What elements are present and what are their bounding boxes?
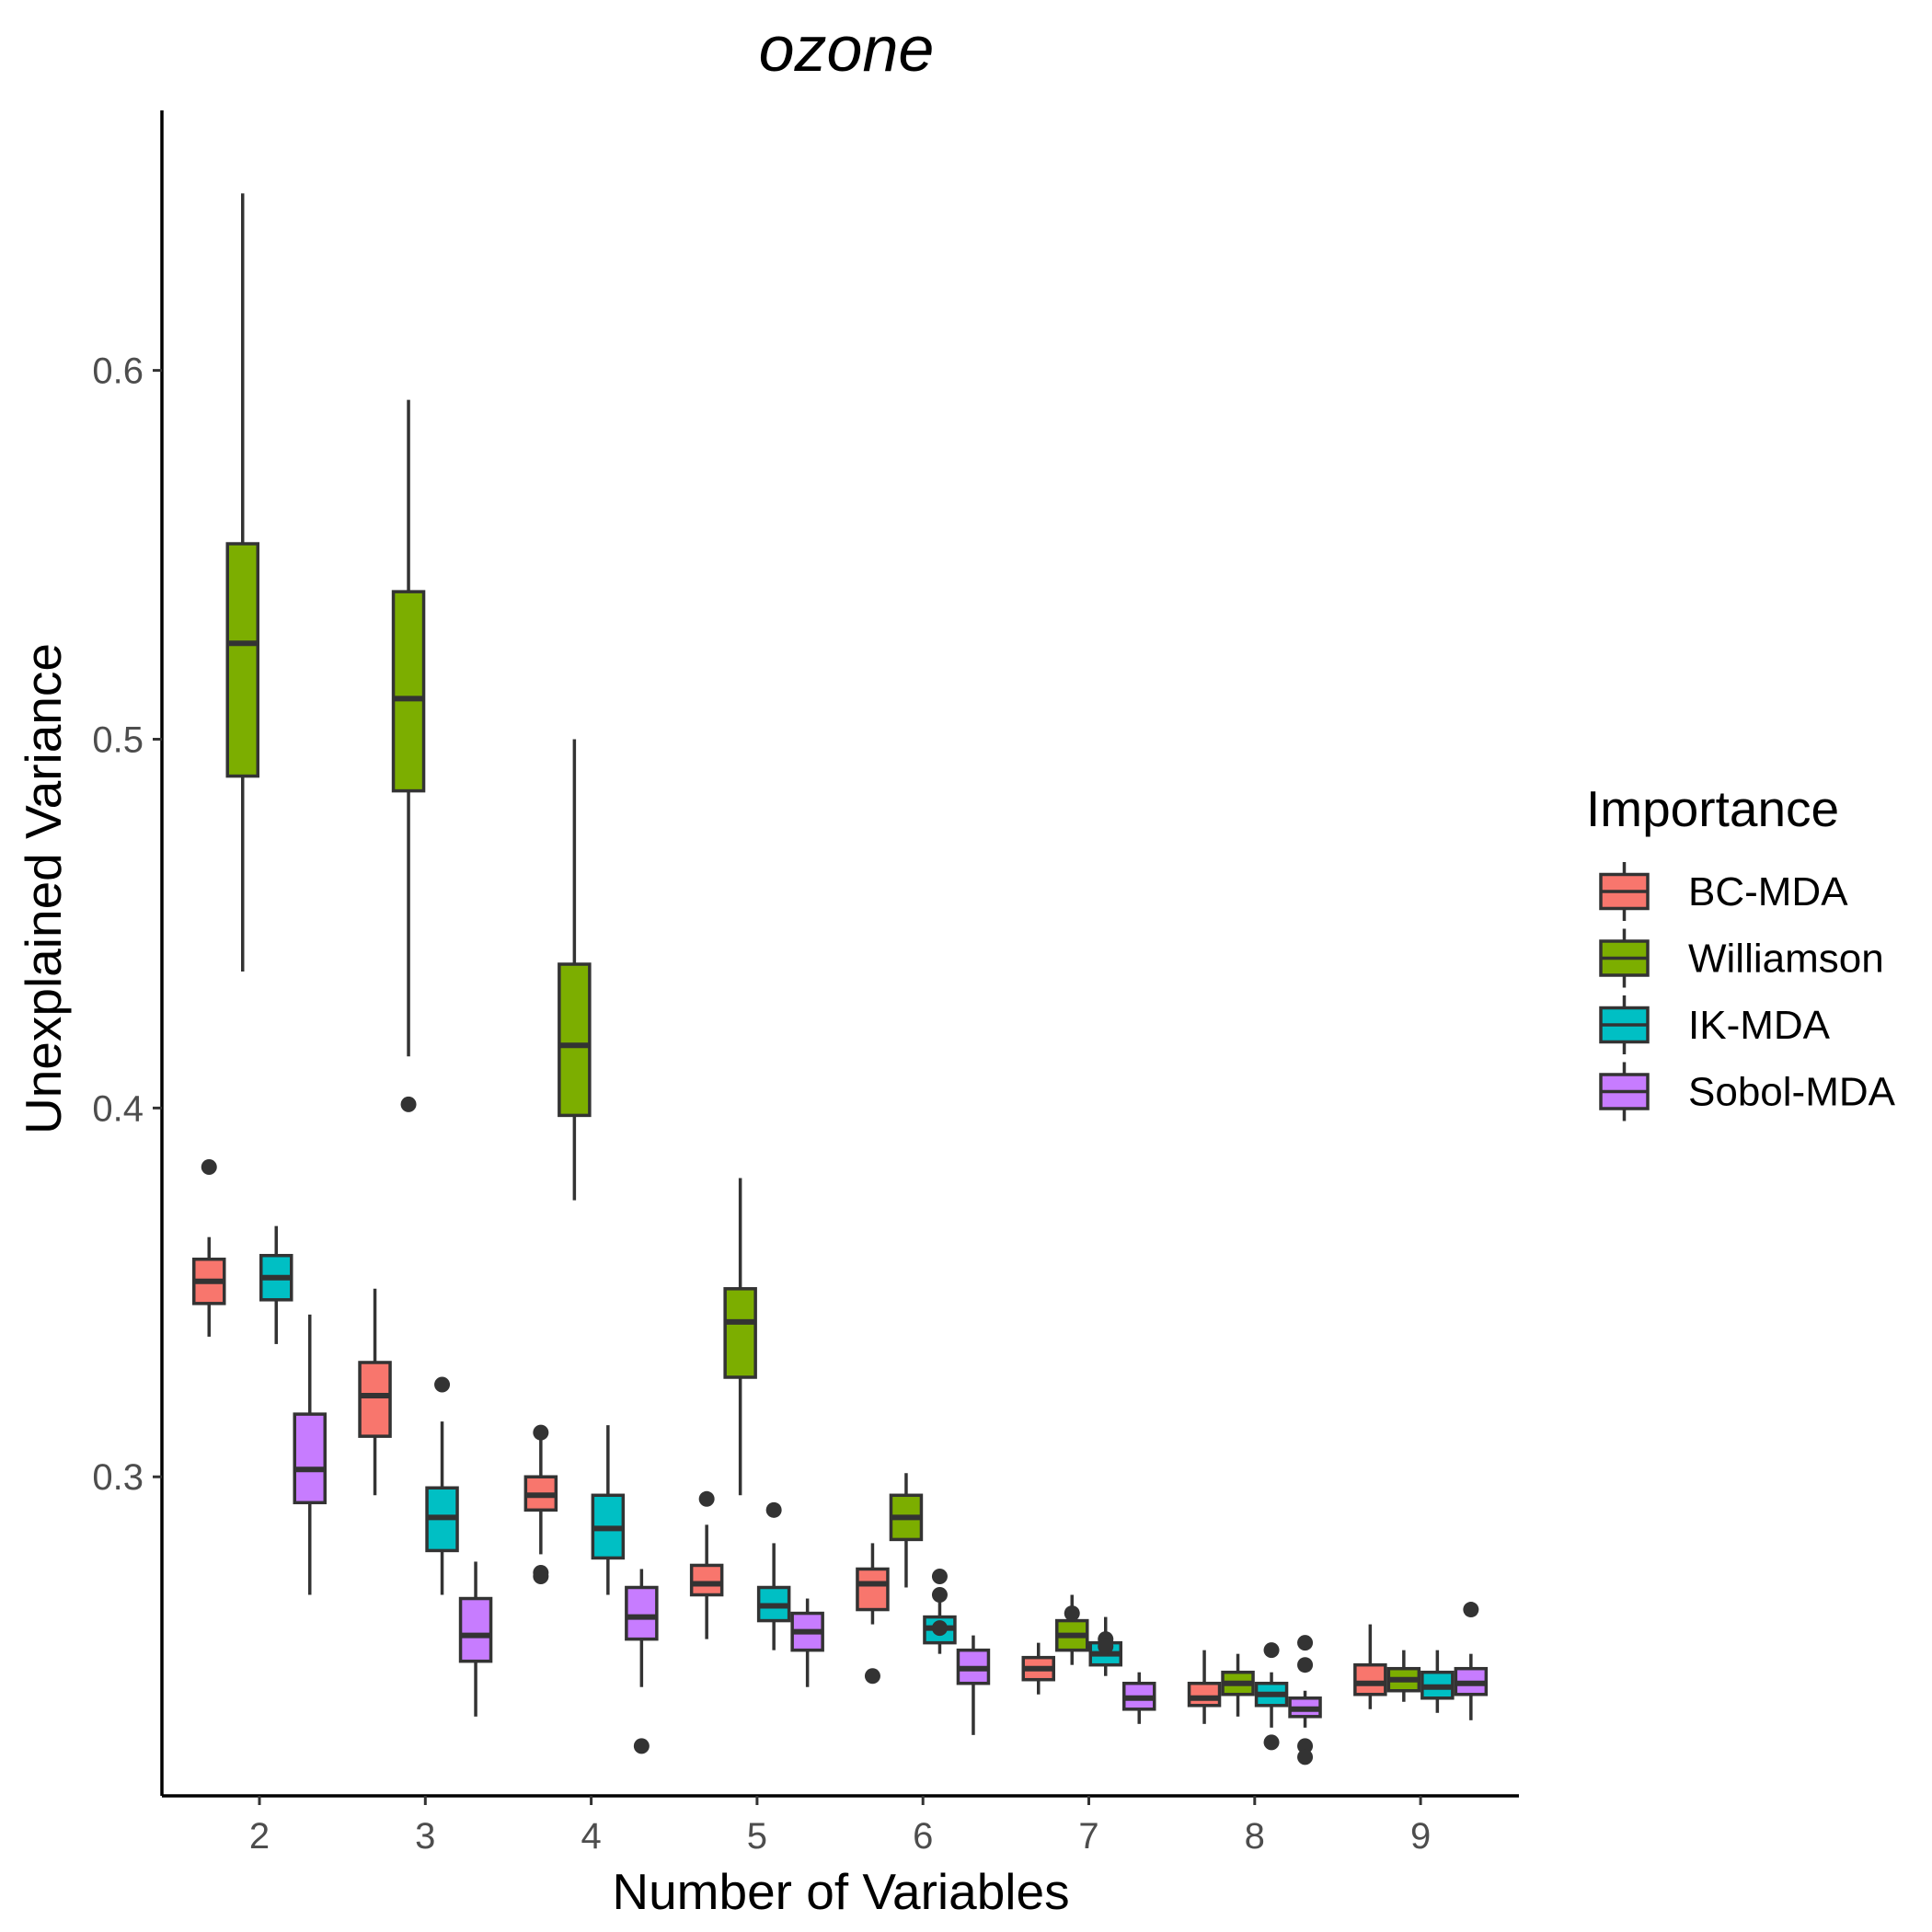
box-iqr (723, 1287, 757, 1379)
outlier-point (201, 1159, 217, 1176)
x-tick-label: 4 (581, 1816, 601, 1857)
outlier-point (1064, 1605, 1080, 1622)
x-tick-label: 2 (249, 1816, 270, 1857)
outlier-point (1297, 1738, 1314, 1754)
box-sobol-mda-6 (956, 1635, 991, 1735)
box-sobol-mda-2 (293, 1314, 327, 1595)
box-ik-mda-5 (756, 1501, 791, 1650)
outlier-point (931, 1620, 948, 1637)
legend-item-ik-mda: IK-MDA (1599, 995, 1831, 1054)
box-sobol-mda-9 (1454, 1602, 1489, 1720)
x-axis-ticks: 2 3 4 5 6 7 8 9 (249, 1796, 1431, 1857)
box-ik-mda-4 (591, 1425, 626, 1595)
x-tick-label: 9 (1410, 1816, 1431, 1857)
box-bc-mda-4 (523, 1424, 558, 1584)
y-tick-label: 0.4 (92, 1088, 144, 1129)
box-bc-mda-8 (1187, 1650, 1222, 1724)
box-ik-mda-7 (1088, 1616, 1122, 1676)
box-iqr (558, 962, 592, 1118)
chart-title: ozone (759, 13, 935, 85)
box-iqr (625, 1585, 659, 1641)
y-tick-label: 0.3 (92, 1457, 144, 1498)
box-sobol-mda-4 (625, 1569, 659, 1754)
box-iqr (689, 1563, 724, 1597)
x-axis-title: Number of Variables (612, 1863, 1069, 1920)
outlier-point (400, 1096, 417, 1112)
outlier-point (533, 1424, 549, 1441)
outlier-point (1263, 1642, 1280, 1659)
box-iqr (293, 1412, 327, 1505)
legend-item-bc-mda: BC-MDA (1599, 862, 1848, 921)
y-axis-title: Unexplained Variance (15, 643, 72, 1134)
legend-item-sobol-mda: Sobol-MDA (1599, 1062, 1896, 1121)
box-bc-mda-7 (1021, 1642, 1055, 1695)
y-axis-ticks: 0.3 0.4 0.5 0.6 (92, 351, 162, 1498)
box-iqr (458, 1596, 493, 1663)
box-iqr (391, 590, 426, 793)
box-williamson-6 (889, 1473, 924, 1588)
box-ik-mda-6 (923, 1568, 957, 1654)
outlier-point (434, 1376, 451, 1393)
outlier-point (1463, 1602, 1479, 1618)
box-williamson-7 (1055, 1594, 1089, 1665)
box-bc-mda-5 (689, 1490, 724, 1639)
x-tick-label: 8 (1245, 1816, 1265, 1857)
box-bc-mda-2 (192, 1159, 226, 1337)
outlier-point (1263, 1734, 1280, 1751)
x-tick-label: 6 (913, 1816, 933, 1857)
y-tick-label: 0.5 (92, 719, 144, 760)
outlier-point (1098, 1639, 1114, 1655)
outlier-point (931, 1587, 948, 1604)
x-tick-label: 3 (415, 1816, 435, 1857)
box-iqr (225, 542, 259, 778)
box-williamson-5 (723, 1178, 757, 1496)
box-iqr (856, 1567, 890, 1612)
legend-title: Importance (1586, 780, 1839, 837)
outlier-point (533, 1564, 549, 1581)
box-ik-mda-2 (259, 1225, 293, 1344)
legend-label: Sobol-MDA (1688, 1070, 1896, 1115)
legend: Importance BC-MDA Williamson IK-MDA Sobol-M… (1586, 780, 1896, 1121)
box-sobol-mda-5 (790, 1598, 824, 1687)
box-iqr (1353, 1662, 1387, 1696)
outlier-point (864, 1668, 880, 1685)
outlier-point (698, 1490, 715, 1507)
box-bc-mda-3 (358, 1288, 392, 1496)
legend-label: IK-MDA (1688, 1003, 1831, 1048)
box-bc-mda-6 (856, 1543, 890, 1685)
box-ik-mda-3 (425, 1376, 459, 1595)
y-tick-label: 0.6 (92, 351, 144, 392)
outlier-point (1297, 1749, 1314, 1765)
box-williamson-8 (1221, 1653, 1255, 1717)
outlier-point (633, 1738, 650, 1754)
box-williamson-9 (1386, 1650, 1421, 1702)
box-iqr (358, 1361, 392, 1438)
outlier-point (1297, 1657, 1314, 1673)
box-ik-mda-8 (1254, 1642, 1289, 1751)
box-sobol-mda-8 (1288, 1635, 1322, 1765)
outlier-point (765, 1501, 782, 1518)
box-williamson-3 (391, 399, 426, 1112)
box-williamson-4 (558, 739, 592, 1201)
box-bc-mda-9 (1353, 1624, 1387, 1709)
outlier-point (931, 1568, 948, 1584)
box-sobol-mda-7 (1122, 1672, 1156, 1724)
legend-label: BC-MDA (1688, 869, 1848, 914)
box-ik-mda-9 (1420, 1650, 1455, 1713)
plot-area (192, 193, 1489, 1765)
x-tick-label: 7 (1078, 1816, 1098, 1857)
outlier-point (1297, 1635, 1314, 1651)
box-sobol-mda-3 (458, 1561, 493, 1717)
legend-label: Williamson (1688, 937, 1884, 982)
legend-item-williamson: Williamson (1599, 928, 1884, 988)
x-tick-label: 5 (747, 1816, 767, 1857)
box-iqr (1187, 1681, 1222, 1708)
box-williamson-2 (225, 193, 259, 972)
